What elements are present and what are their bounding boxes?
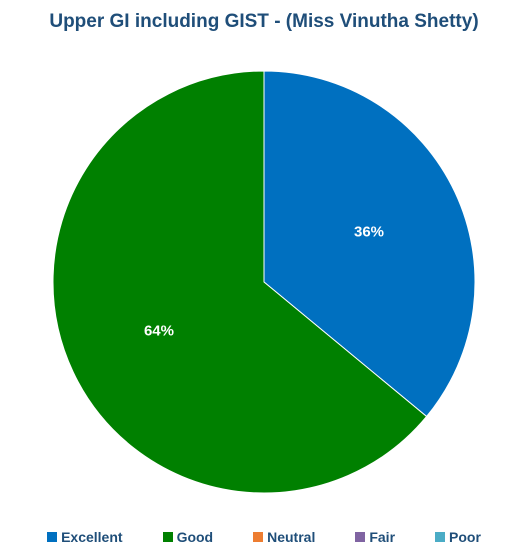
pie-slice-excellent [263,70,476,418]
legend-item-excellent: Excellent [47,526,123,548]
legend-swatch-poor [435,532,446,542]
legend-label-excellent: Excellent [61,529,123,545]
pie-slice-good [52,70,428,494]
legend-label-good: Good [176,529,214,545]
legend-swatch-good [162,532,173,542]
data-label-excellent: 36% [354,224,384,241]
chart-title: Upper GI including GIST - (Miss Vinutha … [49,11,479,32]
legend-label-poor: Poor [449,529,481,545]
legend-item-poor: Poor [435,526,481,548]
legend-item-fair: Fair [355,526,395,548]
legend-swatch-excellent [47,532,58,542]
legend-swatch-neutral [253,532,264,542]
data-label-good: 64% [144,322,174,339]
chart-legend: Excellent Good Neutral Fair Poor [0,526,528,548]
legend-label-neutral: Neutral [267,529,316,545]
legend-item-good: Good [162,526,214,548]
legend-swatch-fair [355,532,366,542]
legend-label-fair: Fair [369,529,396,545]
legend-item-neutral: Neutral [253,526,315,548]
